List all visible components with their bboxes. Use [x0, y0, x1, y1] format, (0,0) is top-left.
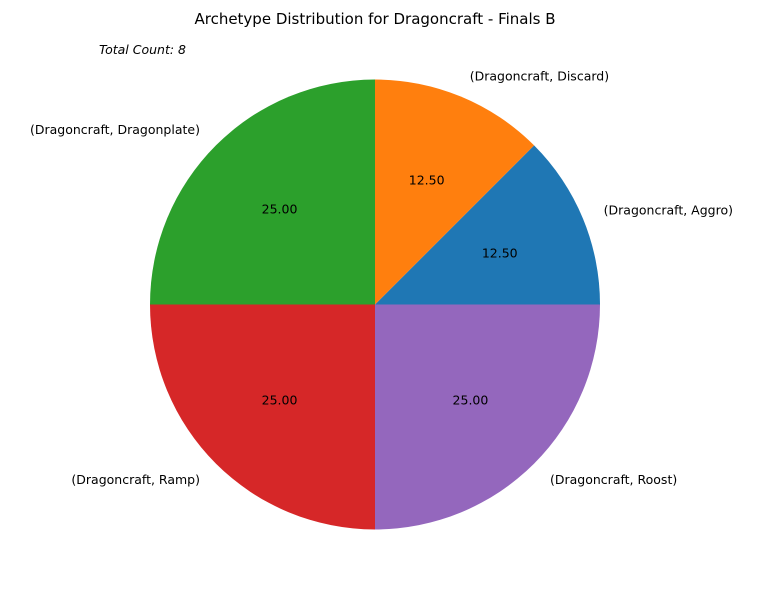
pie-slices: [150, 79, 600, 530]
slice-percent-label: 12.50: [482, 245, 518, 260]
slice-category-label: (Dragoncraft, Ramp): [71, 472, 200, 487]
slice-category-label: (Dragoncraft, Roost): [550, 472, 677, 487]
slice-percent-label: 25.00: [453, 392, 489, 407]
pie-slice: [150, 304, 375, 530]
pie-labels: 12.50 (Dragoncraft, Aggro) 12.50 (Dragoncra…: [30, 68, 733, 487]
pie-slice: [150, 79, 375, 305]
slice-percent-label: 25.00: [262, 202, 298, 217]
slice-percent-label: 12.50: [409, 172, 445, 187]
slice-category-label: (Dragoncraft, Dragonplate): [30, 122, 200, 137]
slice-category-label: (Dragoncraft, Aggro): [604, 202, 733, 217]
chart-title: Archetype Distribution for Dragoncraft -…: [194, 10, 555, 28]
slice-category-label: (Dragoncraft, Discard): [470, 68, 609, 83]
pie-slice: [375, 145, 600, 305]
pie-slice: [375, 79, 535, 305]
pie-slice: [375, 304, 600, 530]
total-count-annotation: Total Count: 8: [99, 42, 186, 57]
slice-percent-label: 25.00: [262, 392, 298, 407]
